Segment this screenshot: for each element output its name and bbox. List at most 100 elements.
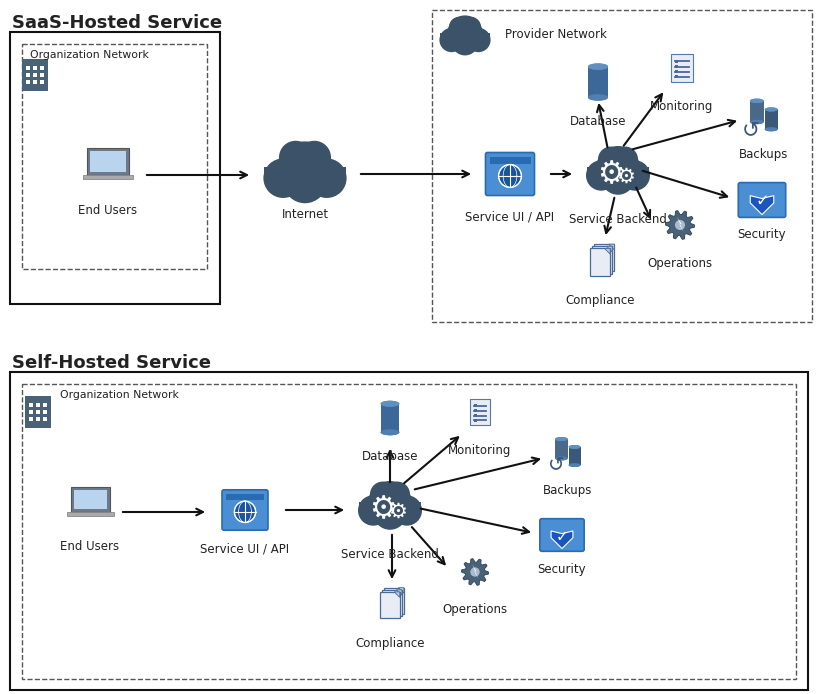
Ellipse shape [381, 400, 399, 407]
Bar [25, 396, 51, 428]
Text: Backups: Backups [543, 484, 593, 497]
Text: Service Backend: Service Backend [341, 548, 439, 561]
Bar [10, 32, 220, 304]
Circle shape [358, 496, 389, 525]
Bar [555, 439, 568, 458]
Bar [675, 70, 678, 74]
Text: Organization Network: Organization Network [30, 50, 149, 60]
Polygon shape [604, 248, 610, 254]
Circle shape [298, 141, 331, 174]
Bar [473, 414, 477, 417]
Polygon shape [677, 217, 684, 232]
Polygon shape [461, 559, 488, 585]
Polygon shape [399, 588, 404, 593]
Polygon shape [666, 210, 695, 239]
FancyBboxPatch shape [540, 518, 584, 551]
Text: End Users: End Users [61, 540, 119, 553]
Text: Security: Security [737, 228, 787, 241]
Ellipse shape [588, 94, 608, 101]
Circle shape [283, 160, 327, 203]
Bar [29, 410, 33, 414]
Bar [44, 410, 47, 414]
Bar [44, 417, 47, 421]
Bar [764, 110, 778, 129]
Text: Monitoring: Monitoring [650, 100, 713, 113]
Ellipse shape [569, 445, 580, 449]
Text: Service UI / API: Service UI / API [465, 210, 555, 223]
Bar [358, 502, 421, 514]
Circle shape [368, 481, 412, 525]
Bar [87, 149, 129, 175]
Circle shape [440, 28, 464, 52]
Bar [473, 418, 477, 422]
Text: Monitoring: Monitoring [448, 444, 511, 457]
Bar [25, 73, 30, 77]
Bar [473, 409, 477, 412]
Circle shape [612, 146, 638, 172]
Circle shape [279, 141, 312, 174]
Ellipse shape [381, 430, 399, 435]
Circle shape [263, 158, 303, 198]
Bar [489, 157, 530, 164]
Circle shape [449, 17, 469, 37]
Polygon shape [551, 531, 573, 548]
Bar [587, 167, 649, 179]
Text: SaaS-Hosted Service: SaaS-Hosted Service [12, 14, 222, 32]
Circle shape [620, 160, 650, 191]
Bar [36, 410, 40, 414]
Bar [22, 60, 48, 91]
Text: End Users: End Users [78, 204, 137, 217]
Ellipse shape [750, 99, 764, 103]
Polygon shape [607, 246, 612, 252]
Bar [226, 494, 264, 500]
FancyBboxPatch shape [590, 248, 610, 276]
Circle shape [373, 496, 407, 530]
Bar [675, 60, 678, 62]
Ellipse shape [588, 94, 608, 101]
Ellipse shape [750, 120, 764, 124]
Polygon shape [396, 590, 402, 595]
Bar [29, 417, 33, 421]
Bar [36, 417, 40, 421]
Circle shape [451, 28, 478, 56]
Polygon shape [473, 565, 478, 579]
Bar [265, 167, 345, 183]
Circle shape [675, 220, 685, 230]
FancyBboxPatch shape [486, 153, 534, 196]
FancyBboxPatch shape [592, 246, 612, 273]
Bar [675, 65, 678, 68]
Circle shape [307, 158, 347, 198]
Text: Service Backend: Service Backend [569, 213, 667, 226]
Bar [71, 487, 109, 512]
Bar [83, 175, 133, 179]
Text: ⚙: ⚙ [369, 496, 396, 525]
Bar [10, 372, 808, 690]
Circle shape [370, 482, 395, 507]
Circle shape [385, 482, 410, 507]
Bar [672, 54, 693, 82]
Circle shape [470, 567, 480, 577]
Circle shape [460, 17, 481, 37]
FancyBboxPatch shape [385, 588, 404, 614]
Text: Compliance: Compliance [355, 637, 425, 650]
Bar [569, 447, 580, 465]
Polygon shape [750, 196, 774, 214]
Ellipse shape [555, 457, 568, 460]
Text: Service UI / API: Service UI / API [201, 542, 289, 555]
Circle shape [598, 146, 624, 172]
Bar [33, 73, 37, 77]
Ellipse shape [764, 127, 778, 131]
Text: ↺: ↺ [547, 456, 564, 475]
Bar [469, 399, 491, 425]
Text: ✓: ✓ [556, 529, 568, 544]
Bar [36, 403, 40, 407]
FancyBboxPatch shape [381, 592, 399, 618]
Ellipse shape [588, 63, 608, 70]
Polygon shape [395, 592, 399, 598]
Bar [44, 403, 47, 407]
Bar [33, 66, 37, 70]
Ellipse shape [555, 437, 568, 441]
Bar [67, 512, 113, 516]
Text: Database: Database [570, 115, 626, 128]
Ellipse shape [750, 120, 764, 124]
